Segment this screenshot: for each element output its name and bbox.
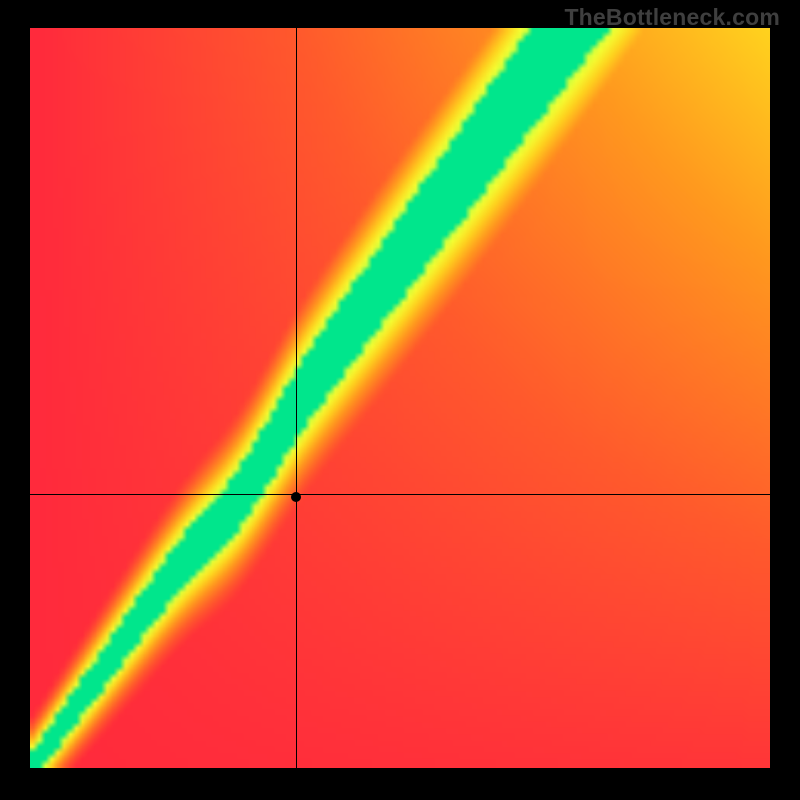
heatmap-plot xyxy=(30,28,770,768)
crosshair-vertical xyxy=(296,28,297,768)
crosshair-horizontal xyxy=(30,494,770,495)
data-point-marker xyxy=(291,492,301,502)
chart-container: TheBottleneck.com xyxy=(0,0,800,800)
watermark-text: TheBottleneck.com xyxy=(564,4,780,31)
heatmap-canvas xyxy=(30,28,770,768)
